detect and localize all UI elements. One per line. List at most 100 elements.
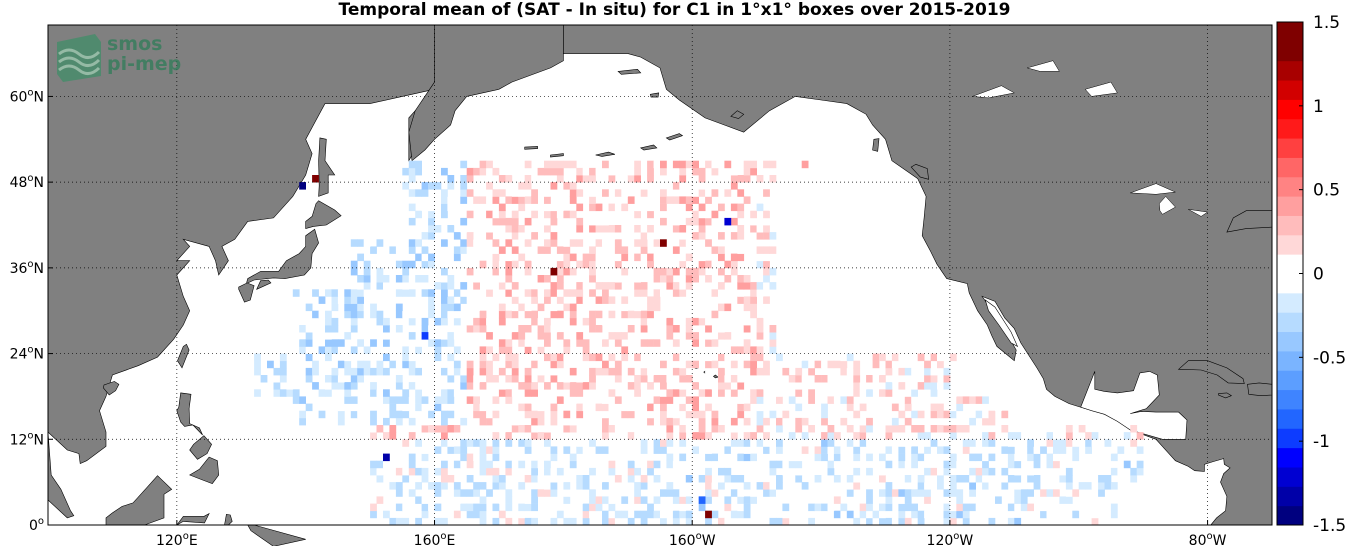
data-cell	[498, 310, 506, 319]
data-cell	[357, 253, 364, 262]
data-cell	[453, 310, 461, 319]
data-cell	[737, 246, 745, 254]
data-cell	[698, 232, 706, 240]
data-cell	[672, 217, 680, 226]
data-cell	[447, 439, 455, 447]
data-cell	[395, 275, 403, 283]
data-cell	[383, 389, 390, 397]
data-cell	[389, 425, 397, 433]
data-cell	[737, 517, 745, 526]
data-cell	[479, 382, 487, 390]
data-cell	[383, 417, 390, 426]
data-cell	[1014, 475, 1022, 483]
data-cell	[376, 267, 384, 276]
data-cell	[685, 403, 693, 412]
data-cell	[672, 403, 680, 412]
data-cell	[962, 439, 970, 447]
data-cell	[492, 210, 500, 219]
data-cell	[595, 167, 603, 176]
data-cell	[769, 517, 777, 526]
data-cell	[1085, 489, 1092, 497]
land-gulf-of-california-cut	[984, 299, 1019, 348]
data-cell	[331, 382, 339, 390]
data-cell	[879, 453, 886, 462]
data-cell	[949, 510, 957, 519]
data-cell	[937, 425, 944, 433]
data-cell	[305, 303, 313, 312]
data-cell	[550, 217, 558, 226]
data-cell	[685, 375, 693, 383]
colorbar-swatch	[1277, 215, 1303, 236]
data-cell	[602, 246, 609, 254]
data-cell	[795, 467, 803, 476]
data-cell	[718, 232, 725, 240]
data-cell	[672, 160, 680, 169]
data-cell	[750, 453, 757, 462]
data-cell	[956, 403, 964, 412]
data-cell	[859, 510, 867, 519]
data-cell	[840, 417, 848, 426]
data-cell	[982, 482, 989, 490]
data-cell	[1014, 489, 1022, 497]
data-cell	[1072, 489, 1080, 497]
data-cell	[589, 496, 596, 504]
data-cell	[350, 289, 358, 297]
data-cell	[389, 467, 397, 476]
data-cell	[949, 460, 957, 469]
data-cell	[505, 389, 513, 397]
data-cell	[602, 289, 609, 297]
data-cell	[666, 332, 674, 340]
data-cell	[318, 410, 326, 419]
data-cell	[660, 275, 667, 283]
data-cell	[788, 510, 796, 519]
data-cell	[730, 203, 738, 212]
data-cell	[447, 232, 455, 240]
data-cell	[383, 289, 390, 297]
tick-label: 120oW	[927, 531, 974, 546]
data-cell	[1040, 446, 1047, 454]
data-cell	[1091, 510, 1099, 519]
data-cell	[608, 403, 616, 412]
data-cell	[595, 203, 603, 212]
colorbar-swatch	[1277, 447, 1303, 468]
data-cell	[569, 210, 577, 219]
data-cell	[724, 446, 732, 454]
data-cell	[737, 510, 745, 519]
data-cell	[1078, 425, 1086, 433]
data-cell	[363, 239, 371, 247]
data-cell	[647, 253, 654, 262]
data-cell	[563, 425, 571, 433]
data-cell	[956, 425, 964, 433]
data-cell	[614, 332, 622, 340]
data-cell	[544, 167, 551, 176]
data-cell	[1033, 453, 1041, 462]
data-cell	[415, 482, 422, 490]
data-cell	[685, 317, 693, 326]
data-cell	[576, 403, 584, 412]
data-cell	[776, 482, 783, 490]
data-cell	[853, 360, 861, 369]
data-cell	[492, 267, 500, 276]
data-cell	[705, 403, 712, 412]
data-cell	[350, 325, 358, 333]
data-cell	[672, 325, 680, 333]
data-cell	[531, 232, 538, 240]
data-cell	[460, 375, 468, 383]
data-cell	[666, 432, 674, 440]
data-cell	[589, 410, 596, 419]
data-cell	[872, 460, 880, 469]
data-cell	[331, 317, 339, 326]
colorbar-swatch	[1277, 80, 1303, 100]
data-cell	[879, 389, 886, 397]
data-cell	[621, 189, 629, 197]
colorbar-swatch	[1277, 157, 1303, 178]
data-cell	[1091, 496, 1099, 504]
data-cell	[357, 289, 364, 297]
data-cell	[750, 396, 757, 404]
data-cell	[537, 246, 545, 254]
data-cell	[595, 325, 603, 333]
colorbar-swatch	[1277, 466, 1303, 487]
data-cell	[350, 260, 358, 269]
data-cell	[344, 296, 352, 304]
data-cell	[441, 332, 448, 340]
